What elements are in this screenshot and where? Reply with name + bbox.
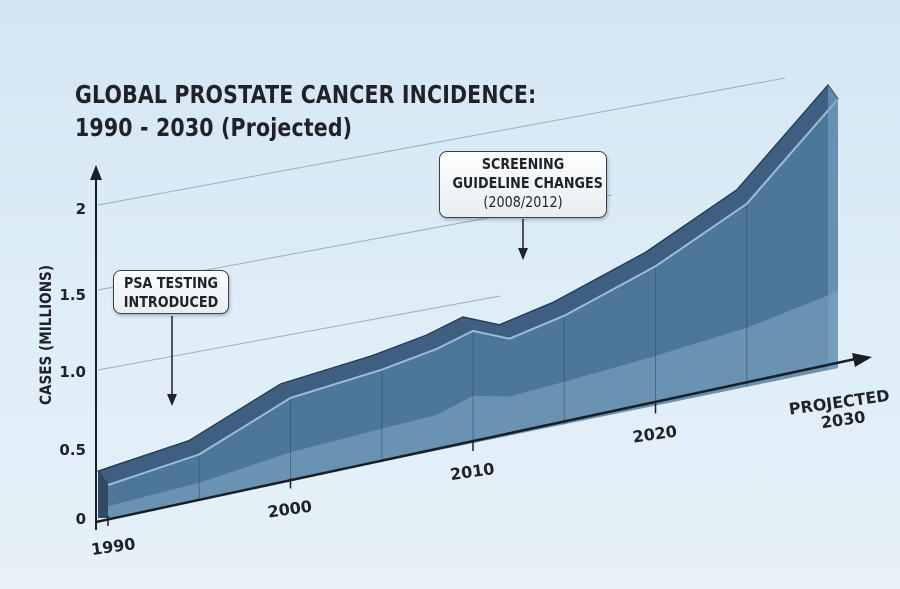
x-tick-label-1990: 1990	[90, 534, 137, 559]
grid-line-2	[97, 295, 501, 371]
y-tick-label-2: 2	[76, 200, 86, 218]
series-line-main	[107, 98, 839, 486]
y-axis-label: CASES (MILLIONS)	[37, 265, 55, 405]
x-tick-label-2000: 2000	[266, 497, 313, 522]
area-left-face	[98, 471, 108, 518]
area-right-face	[828, 85, 838, 368]
chart-title: GLOBAL PROSTATE CANCER INCIDENCE:	[75, 80, 537, 109]
arrow-psa-head	[167, 394, 177, 406]
grid-line-0	[97, 77, 786, 206]
annotation-screening-line1: SCREENING	[481, 155, 565, 173]
annotation-screening-line2: GUIDELINE CHANGES	[452, 174, 603, 192]
arrow-screening-head	[518, 248, 528, 260]
y-tick-label-0.5: 0.5	[59, 441, 86, 459]
chart-subtitle: 1990 - 2030 (Projected)	[75, 113, 353, 142]
y-axis-arrow	[90, 165, 102, 180]
annotation-psa-line2: INTRODUCED	[123, 293, 219, 311]
annotation-psa-line1: PSA TESTING	[123, 274, 219, 292]
y-tick-label-0: 0	[76, 510, 86, 528]
y-tick-label-1.0: 1.0	[59, 363, 86, 381]
y-tick-label-1.5: 1.5	[59, 286, 86, 304]
axes	[90, 165, 872, 530]
annotation-screening-guidelines: SCREENING GUIDELINE CHANGES (2008/2012)	[439, 151, 607, 218]
x-tick-label-2010: 2010	[449, 459, 496, 484]
annotation-arrows	[167, 219, 528, 406]
x-axis-arrow	[852, 353, 872, 367]
annotation-screening-sub: (2008/2012)	[483, 193, 563, 211]
x-axis-line	[95, 356, 861, 524]
plot-area	[97, 84, 839, 518]
x-tick-label-2020: 2020	[631, 422, 678, 447]
annotation-psa-testing: PSA TESTING INTRODUCED	[113, 270, 229, 314]
